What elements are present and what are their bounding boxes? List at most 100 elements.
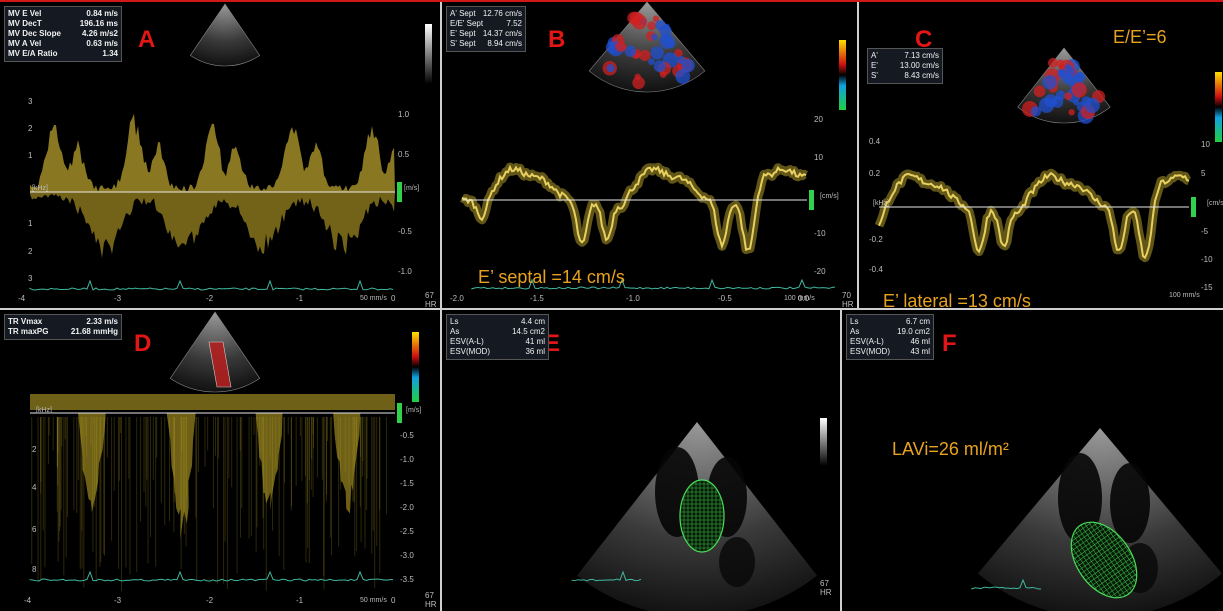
measurement-value: 0.84 m/s (86, 9, 118, 19)
tdi-trace-glow (462, 167, 806, 250)
y-tick-label: -1.5 (400, 480, 414, 488)
measurement-row: S' Sept 8.94 cm/s (450, 39, 522, 49)
annotation: LAVi=26 ml/m² (892, 440, 1009, 458)
heart-rate-label: HR (842, 301, 854, 308)
measurement-name: A' Sept (450, 9, 476, 19)
color-flow (615, 41, 625, 51)
annotation: E’ lateral =13 cm/s (883, 292, 1031, 308)
y-tick-label: -3.0 (400, 552, 414, 560)
y-tick-label: -20 (814, 268, 826, 276)
panel-label: A (138, 28, 155, 52)
heart-rate: 67 (425, 592, 434, 600)
measurement-row: ESV(A-L)41 ml (450, 337, 545, 347)
measurement-name: As (850, 327, 859, 337)
measurement-row: ESV(MOD) 43 ml (850, 347, 930, 357)
scale-marker (397, 403, 402, 423)
panel-label: F (942, 332, 957, 356)
y-tick-label: -0.5 (398, 228, 412, 236)
x-tick-label: 0 (391, 295, 395, 303)
color-flow (1068, 109, 1074, 115)
measurement-row: TR maxPG 21.68 mmHg (8, 327, 118, 337)
measurement-row: S'8.43 cm/s (871, 71, 939, 81)
y-tick-label: -15 (1201, 284, 1213, 292)
y-tick-label: -5 (1201, 228, 1208, 236)
measurement-name: ESV(A-L) (450, 337, 484, 347)
measurement-row: A' Sept12.76 cm/s (450, 9, 522, 19)
measurement-row: Ls4.4 cm (450, 317, 545, 327)
y-tick-label: -10 (814, 230, 826, 238)
x-tick-label: -1.5 (530, 295, 544, 303)
x-tick-label: -1 (296, 295, 303, 303)
color-flow (1048, 58, 1058, 68)
color-flow (1058, 70, 1065, 77)
color-bar (412, 332, 419, 402)
color-flow (648, 58, 655, 65)
measurement-name: S' Sept (450, 39, 476, 49)
y-tick-label: 0.2 (869, 170, 880, 178)
measurement-value: 8.94 cm/s (487, 39, 522, 49)
measurement-name: ESV(MOD) (850, 347, 890, 357)
color-flow (639, 50, 650, 61)
axis-unit: [m/s] (406, 407, 421, 414)
gray-bar (425, 24, 432, 84)
y-tick-label: 10 (1201, 141, 1210, 149)
axis-unit: [cm/s] (820, 193, 839, 200)
measurement-value: 8.43 cm/s (904, 71, 939, 81)
measurement-name: TR Vmax (8, 317, 42, 327)
measurement-name: E' (871, 61, 878, 71)
measurement-name: MV DecT (8, 19, 42, 29)
measurement-value: 43 ml (910, 347, 930, 357)
scale-marker (397, 182, 402, 202)
measurement-value: 21.68 mmHg (71, 327, 118, 337)
measurement-value: 196.16 ms (80, 19, 118, 29)
measurement-value: 4.4 cm (521, 317, 545, 327)
color-flow (1043, 75, 1057, 89)
y-tick-label: -0.4 (869, 266, 883, 274)
measurement-row: ESV(MOD)36 ml (450, 347, 545, 357)
y-tick-label: 10 (814, 154, 823, 162)
measurement-name: A' (871, 51, 878, 61)
measurement-row: ESV(A-L)46 ml (850, 337, 930, 347)
color-flow (1085, 98, 1100, 113)
measurement-row: MV DecT 196.16 ms (8, 19, 118, 29)
y-tick-label: -1.0 (398, 268, 412, 276)
measurement-row: MV Dec Slope4.26 m/s2 (8, 29, 118, 39)
axis-unit: [cm/s] (1207, 200, 1223, 207)
color-flow (677, 56, 685, 64)
x-tick-label: -0.5 (718, 295, 732, 303)
measurement-value: 13.00 cm/s (900, 61, 939, 71)
y-tick-label: 2 (28, 248, 32, 256)
sweep-speed: 50 mm/s (360, 597, 387, 604)
x-tick-label: 0 (391, 597, 395, 605)
doppler-spectrum (254, 413, 282, 510)
y-tick-label: -2.5 (400, 528, 414, 536)
measurement-value: 0.63 m/s (86, 39, 118, 49)
y-tick-label: -0.2 (869, 236, 883, 244)
y-tick-label: 1 (28, 152, 32, 160)
x-tick-label: -4 (18, 295, 25, 303)
measurement-row: MV E Vel 0.84 m/s (8, 9, 118, 19)
measurement-value: 1.34 (102, 49, 118, 59)
measurement-name: As (450, 327, 459, 337)
sweep-speed: 50 mm/s (360, 295, 387, 302)
x-tick-label: -1.0 (626, 295, 640, 303)
color-flow (1072, 82, 1087, 97)
measurement-name: MV E Vel (8, 9, 41, 19)
doppler-spectrum (30, 114, 395, 192)
x-tick-label: -2 (206, 597, 213, 605)
axis-unit: [kHz] (873, 200, 889, 207)
y-tick-label: 5 (1201, 170, 1205, 178)
y-tick-label: 3 (28, 98, 32, 106)
measurements: Ls6.7 cmAs19.0 cm2ESV(A-L)46 mlESV(MOD)4… (846, 314, 934, 360)
y-tick-label: 20 (814, 116, 823, 124)
measurements: Ls4.4 cmAs14.5 cm2ESV(A-L)41 mlESV(MOD)3… (446, 314, 549, 360)
measurement-name: TR maxPG (8, 327, 48, 337)
measurement-value: 6.7 cm (906, 317, 930, 327)
